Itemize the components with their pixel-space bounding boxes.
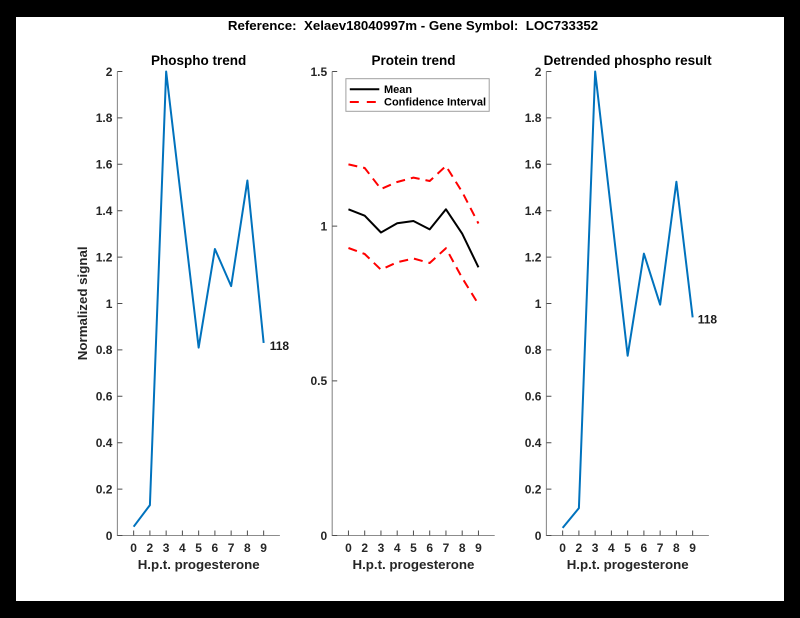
svg-text:3: 3 bbox=[592, 541, 599, 555]
svg-text:0.8: 0.8 bbox=[525, 343, 542, 357]
svg-text:0: 0 bbox=[321, 529, 328, 543]
svg-text:0: 0 bbox=[345, 541, 352, 555]
svg-text:5: 5 bbox=[195, 541, 202, 555]
svg-text:8: 8 bbox=[673, 541, 680, 555]
svg-text:2: 2 bbox=[147, 541, 154, 555]
svg-text:0.6: 0.6 bbox=[96, 390, 113, 404]
svg-text:H.p.t. progesterone: H.p.t. progesterone bbox=[352, 557, 474, 572]
svg-text:3: 3 bbox=[378, 541, 385, 555]
svg-text:9: 9 bbox=[260, 541, 267, 555]
svg-text:Protein trend: Protein trend bbox=[371, 53, 455, 68]
svg-text:H.p.t. progesterone: H.p.t. progesterone bbox=[138, 557, 260, 572]
svg-text:H.p.t. progesterone: H.p.t. progesterone bbox=[567, 557, 689, 572]
svg-text:0.8: 0.8 bbox=[96, 343, 113, 357]
svg-text:0.6: 0.6 bbox=[525, 390, 542, 404]
svg-text:1.6: 1.6 bbox=[525, 158, 542, 172]
svg-text:1: 1 bbox=[106, 297, 113, 311]
svg-text:0.4: 0.4 bbox=[525, 436, 542, 450]
svg-text:2: 2 bbox=[106, 65, 113, 79]
svg-text:Confidence Interval: Confidence Interval bbox=[384, 97, 486, 109]
svg-text:0.5: 0.5 bbox=[311, 374, 328, 388]
svg-text:4: 4 bbox=[179, 541, 186, 555]
svg-text:1.8: 1.8 bbox=[96, 111, 113, 125]
svg-text:Mean: Mean bbox=[384, 84, 412, 96]
svg-text:6: 6 bbox=[426, 541, 433, 555]
svg-text:4: 4 bbox=[608, 541, 615, 555]
svg-text:118: 118 bbox=[270, 339, 290, 353]
svg-text:4: 4 bbox=[394, 541, 401, 555]
svg-text:1.2: 1.2 bbox=[525, 250, 542, 264]
svg-text:1.4: 1.4 bbox=[96, 204, 113, 218]
svg-text:8: 8 bbox=[459, 541, 466, 555]
svg-text:2: 2 bbox=[361, 541, 368, 555]
svg-text:0: 0 bbox=[106, 529, 113, 543]
svg-text:1.5: 1.5 bbox=[311, 65, 328, 79]
svg-text:0: 0 bbox=[559, 541, 566, 555]
svg-text:1: 1 bbox=[535, 297, 542, 311]
svg-text:Normalized signal: Normalized signal bbox=[75, 246, 90, 360]
svg-text:7: 7 bbox=[443, 541, 450, 555]
svg-text:0: 0 bbox=[535, 529, 542, 543]
svg-text:1.2: 1.2 bbox=[96, 250, 113, 264]
svg-text:0.2: 0.2 bbox=[96, 482, 113, 496]
svg-text:0.2: 0.2 bbox=[525, 482, 542, 496]
svg-text:7: 7 bbox=[228, 541, 235, 555]
svg-text:0.4: 0.4 bbox=[96, 436, 113, 450]
svg-text:0: 0 bbox=[130, 541, 137, 555]
svg-text:9: 9 bbox=[689, 541, 696, 555]
svg-text:3: 3 bbox=[163, 541, 170, 555]
svg-text:Detrended phospho result: Detrended phospho result bbox=[544, 53, 713, 68]
svg-text:7: 7 bbox=[657, 541, 664, 555]
svg-text:Reference: Xelaev18040997m -: Reference: Xelaev18040997m - Gene Symbol… bbox=[228, 18, 598, 33]
svg-text:2: 2 bbox=[535, 65, 542, 79]
svg-text:6: 6 bbox=[641, 541, 648, 555]
svg-text:9: 9 bbox=[475, 541, 482, 555]
svg-text:1.8: 1.8 bbox=[525, 111, 542, 125]
svg-text:1.6: 1.6 bbox=[96, 158, 113, 172]
svg-text:1.4: 1.4 bbox=[525, 204, 542, 218]
svg-text:5: 5 bbox=[624, 541, 631, 555]
svg-text:8: 8 bbox=[244, 541, 251, 555]
svg-text:1: 1 bbox=[321, 219, 328, 233]
svg-text:118: 118 bbox=[698, 312, 718, 326]
svg-text:Phospho trend: Phospho trend bbox=[151, 53, 246, 68]
svg-text:5: 5 bbox=[410, 541, 417, 555]
svg-text:6: 6 bbox=[212, 541, 219, 555]
svg-text:2: 2 bbox=[576, 541, 583, 555]
